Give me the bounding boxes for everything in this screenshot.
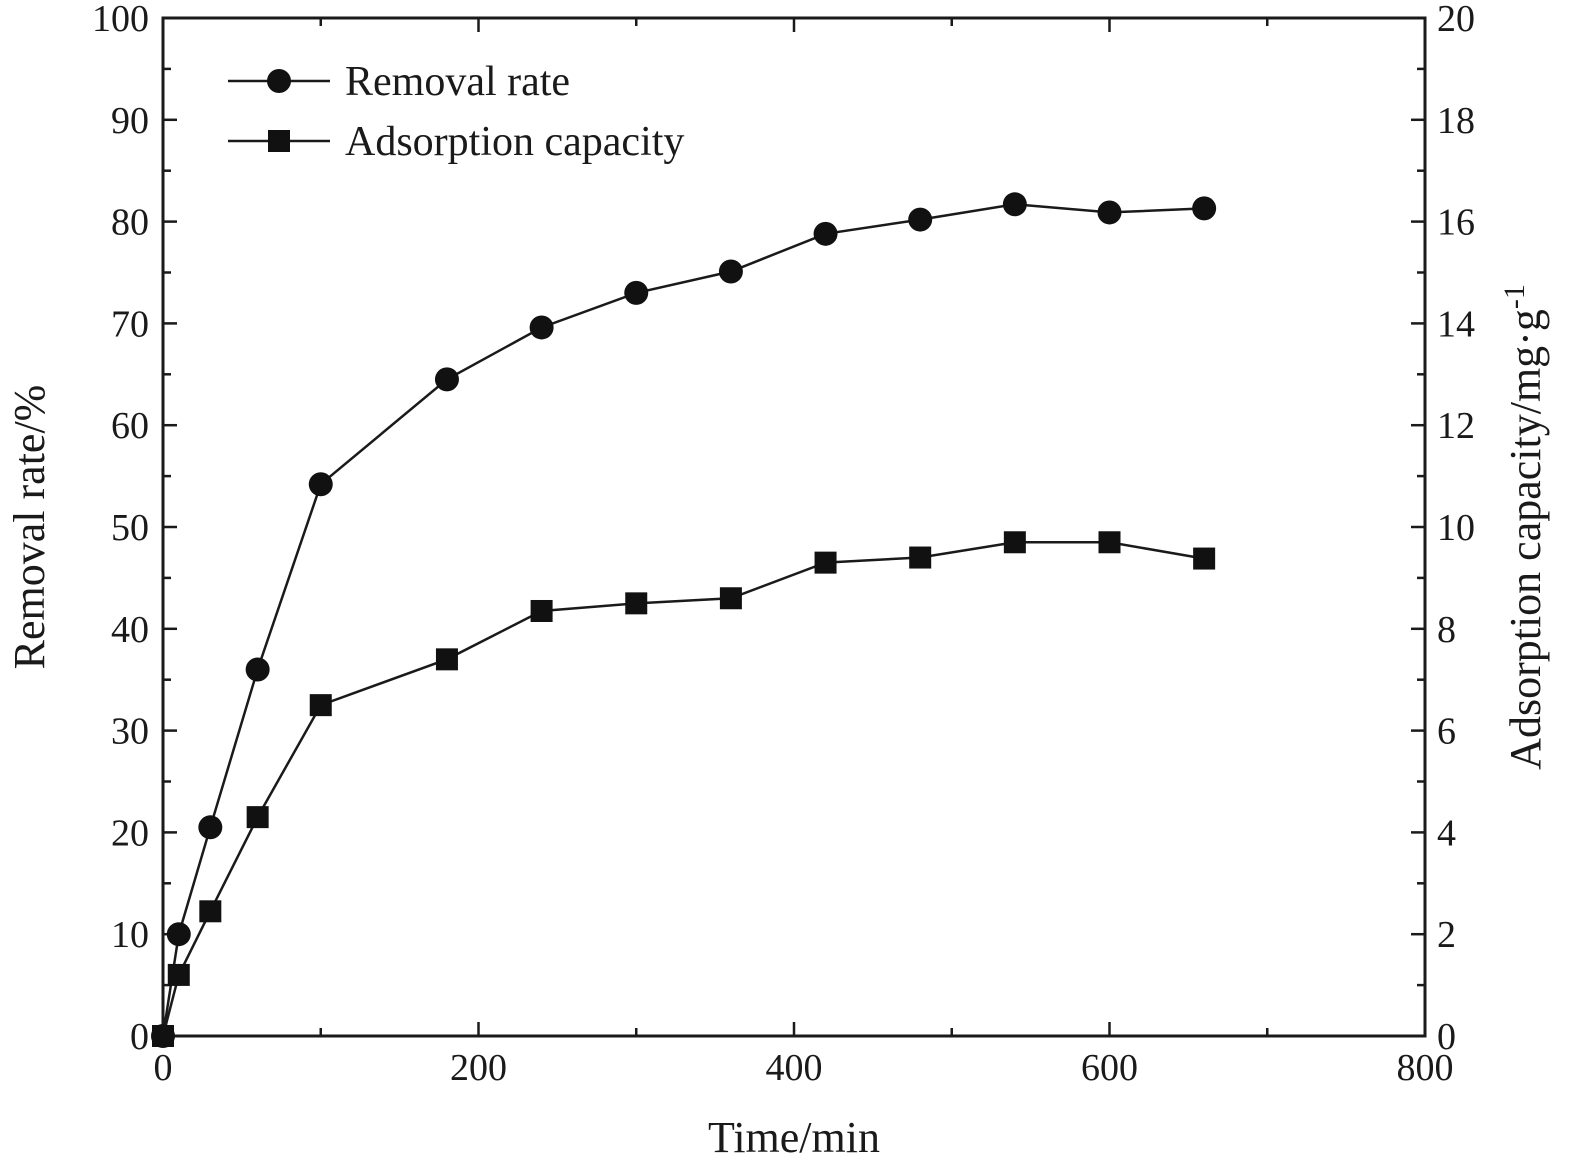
data-point-square	[1003, 531, 1026, 554]
data-point-square	[530, 599, 553, 622]
series-line-1	[161, 541, 1205, 1037]
data-point-circle	[1002, 192, 1027, 217]
y-right-axis-title-sup: -1	[1498, 284, 1531, 309]
y-right-tick-label: 4	[1437, 812, 1456, 854]
y-right-axis-title-base: Adsorption capacity/mg·g	[1501, 309, 1550, 770]
data-point-square	[246, 806, 269, 829]
data-point-circle	[624, 280, 649, 305]
x-tick-label: 200	[450, 1047, 507, 1089]
data-point-circle	[1192, 196, 1217, 221]
y-right-tick-label: 10	[1437, 507, 1475, 549]
data-point-square	[1098, 531, 1121, 554]
legend: Removal rate Adsorption capacity	[228, 59, 684, 165]
x-tick-label: 400	[766, 1047, 823, 1089]
data-point-circle	[908, 207, 933, 232]
data-point-square	[167, 963, 190, 986]
axis-ticks	[161, 16, 1427, 1038]
data-point-square	[625, 592, 648, 615]
data-point-circle	[166, 922, 191, 947]
x-tick-label: 600	[1081, 1047, 1138, 1089]
x-tick-label: 0	[154, 1047, 173, 1089]
y-left-tick-label: 30	[111, 711, 149, 753]
legend-marker-circle	[267, 69, 291, 93]
data-point-circle	[718, 259, 743, 284]
y-left-axis-title: Removal rate/%	[5, 385, 54, 670]
y-right-tick-label: 8	[1437, 609, 1456, 651]
data-point-square	[435, 648, 458, 671]
y-right-tick-label: 2	[1437, 914, 1456, 956]
series-line-0	[161, 203, 1205, 1037]
y-right-axis-title: Adsorption capacity/mg·g-1	[1498, 284, 1550, 770]
data-point-circle	[813, 221, 838, 246]
y-right-tick-label: 16	[1437, 202, 1475, 244]
y-left-tick-label: 90	[111, 100, 149, 142]
data-point-circle	[308, 472, 333, 497]
data-point-circle	[529, 315, 554, 340]
y-right-tick-label: 6	[1437, 711, 1456, 753]
x-axis-title: Time/min	[708, 1113, 880, 1161]
plot-frame	[161, 16, 1427, 1038]
data-point-circle	[1097, 200, 1122, 225]
axis-tick-labels: 0 200 400 600 800010203040506070809010002468…	[92, 0, 1475, 1089]
y-right-tick-label: 12	[1437, 405, 1475, 447]
y-right-tick-label: 0	[1437, 1016, 1456, 1058]
y-left-tick-label: 60	[111, 405, 149, 447]
y-left-tick-label: 0	[130, 1016, 149, 1058]
y-right-tick-label: 14	[1437, 303, 1475, 345]
data-point-circle	[434, 367, 459, 392]
y-left-tick-label: 40	[111, 609, 149, 651]
data-point-circle	[198, 815, 223, 840]
data-point-square	[814, 551, 837, 574]
data-point-circle	[245, 657, 270, 682]
y-right-tick-label: 20	[1437, 0, 1475, 40]
data-point-square	[152, 1025, 174, 1047]
y-left-tick-label: 80	[111, 202, 149, 244]
y-left-tick-label: 50	[111, 507, 149, 549]
data-point-square	[1193, 547, 1216, 570]
y-left-tick-label: 100	[92, 0, 149, 40]
y-left-tick-label: 10	[111, 914, 149, 956]
data-point-square	[719, 587, 742, 610]
y-left-tick-label: 70	[111, 303, 149, 345]
legend-marker-square	[268, 130, 290, 152]
y-left-tick-label: 20	[111, 812, 149, 854]
x-tick-label: 800	[1397, 1047, 1454, 1089]
legend-label-adsorption-capacity: Adsorption capacity	[345, 119, 684, 165]
y-right-tick-label: 18	[1437, 100, 1475, 142]
data-point-square	[909, 546, 932, 569]
data-point-square	[309, 694, 332, 717]
series-layer	[151, 192, 1217, 1048]
data-point-square	[199, 900, 222, 923]
legend-label-removal-rate: Removal rate	[345, 59, 570, 105]
